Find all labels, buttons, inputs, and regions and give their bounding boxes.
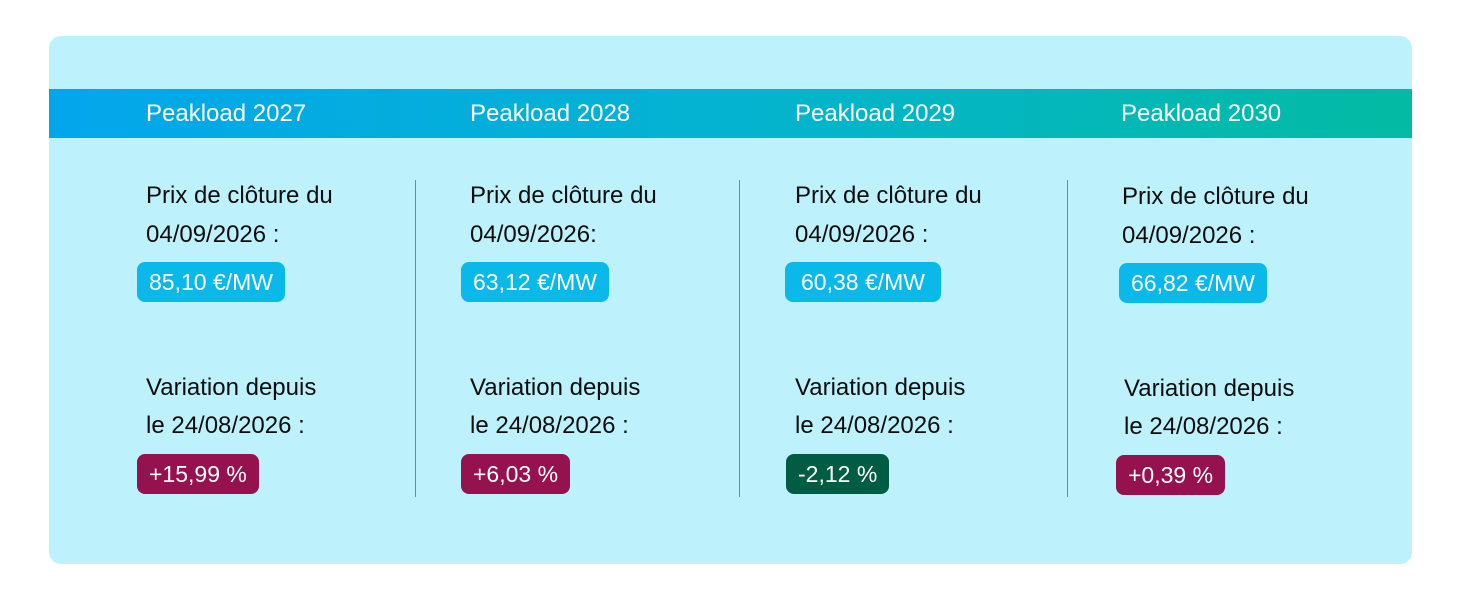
- column-title-2030: Peakload 2030: [1121, 100, 1282, 127]
- column-2027: Prix de clôture du 04/09/2026 : 85,10 €/…: [137, 36, 446, 564]
- header-bar: Peakload 2027 Peakload 2028 Peakload 202…: [49, 89, 1412, 138]
- column-divider: [415, 180, 416, 497]
- variation-label-line2: le 24/08/2026 :: [146, 412, 305, 439]
- column-divider: [1067, 180, 1068, 497]
- price-badge: 60,38 €/MW: [785, 262, 941, 302]
- variation-badge: +6,03 %: [461, 454, 571, 494]
- price-badge: 85,10 €/MW: [137, 262, 285, 302]
- column-2030: Prix de clôture du 04/09/2026 : 66,82 €/…: [1116, 36, 1412, 564]
- peakload-summary-card: Peakload 2027 Peakload 2028 Peakload 202…: [49, 36, 1412, 564]
- price-label-line1: Prix de clôture du: [470, 182, 657, 209]
- price-badge: 63,12 €/MW: [461, 262, 609, 302]
- variation-badge: -2,12 %: [786, 454, 890, 494]
- column-title-2028: Peakload 2028: [470, 100, 631, 127]
- price-label-line2: 04/09/2026 :: [1122, 222, 1256, 249]
- price-label-line1: Prix de clôture du: [146, 182, 333, 209]
- column-divider: [739, 180, 740, 497]
- column-title-2029: Peakload 2029: [795, 100, 956, 127]
- price-label-line2: 04/09/2026 :: [795, 221, 929, 248]
- variation-label-line1: Variation depuis: [470, 374, 641, 401]
- column-2029: Prix de clôture du 04/09/2026 : 60,38 €/…: [785, 36, 1095, 564]
- variation-label-line2: le 24/08/2026 :: [470, 412, 629, 439]
- variation-label-line2: le 24/08/2026 :: [1124, 413, 1283, 440]
- variation-label-line1: Variation depuis: [1124, 375, 1295, 402]
- variation-badge: +15,99 %: [137, 454, 259, 494]
- price-label-line1: Prix de clôture du: [795, 182, 982, 209]
- variation-badge: +0,39 %: [1116, 455, 1226, 495]
- column-title-2027: Peakload 2027: [146, 100, 307, 127]
- price-label-line2: 04/09/2026:: [470, 221, 597, 248]
- price-label-line2: 04/09/2026 :: [146, 221, 280, 248]
- variation-label-line1: Variation depuis: [146, 374, 317, 401]
- variation-label-line1: Variation depuis: [795, 374, 966, 401]
- column-2028: Prix de clôture du 04/09/2026: 63,12 €/M…: [461, 36, 770, 564]
- variation-label-line2: le 24/08/2026 :: [795, 412, 954, 439]
- price-badge: 66,82 €/MW: [1119, 263, 1267, 303]
- price-label-line1: Prix de clôture du: [1122, 183, 1309, 210]
